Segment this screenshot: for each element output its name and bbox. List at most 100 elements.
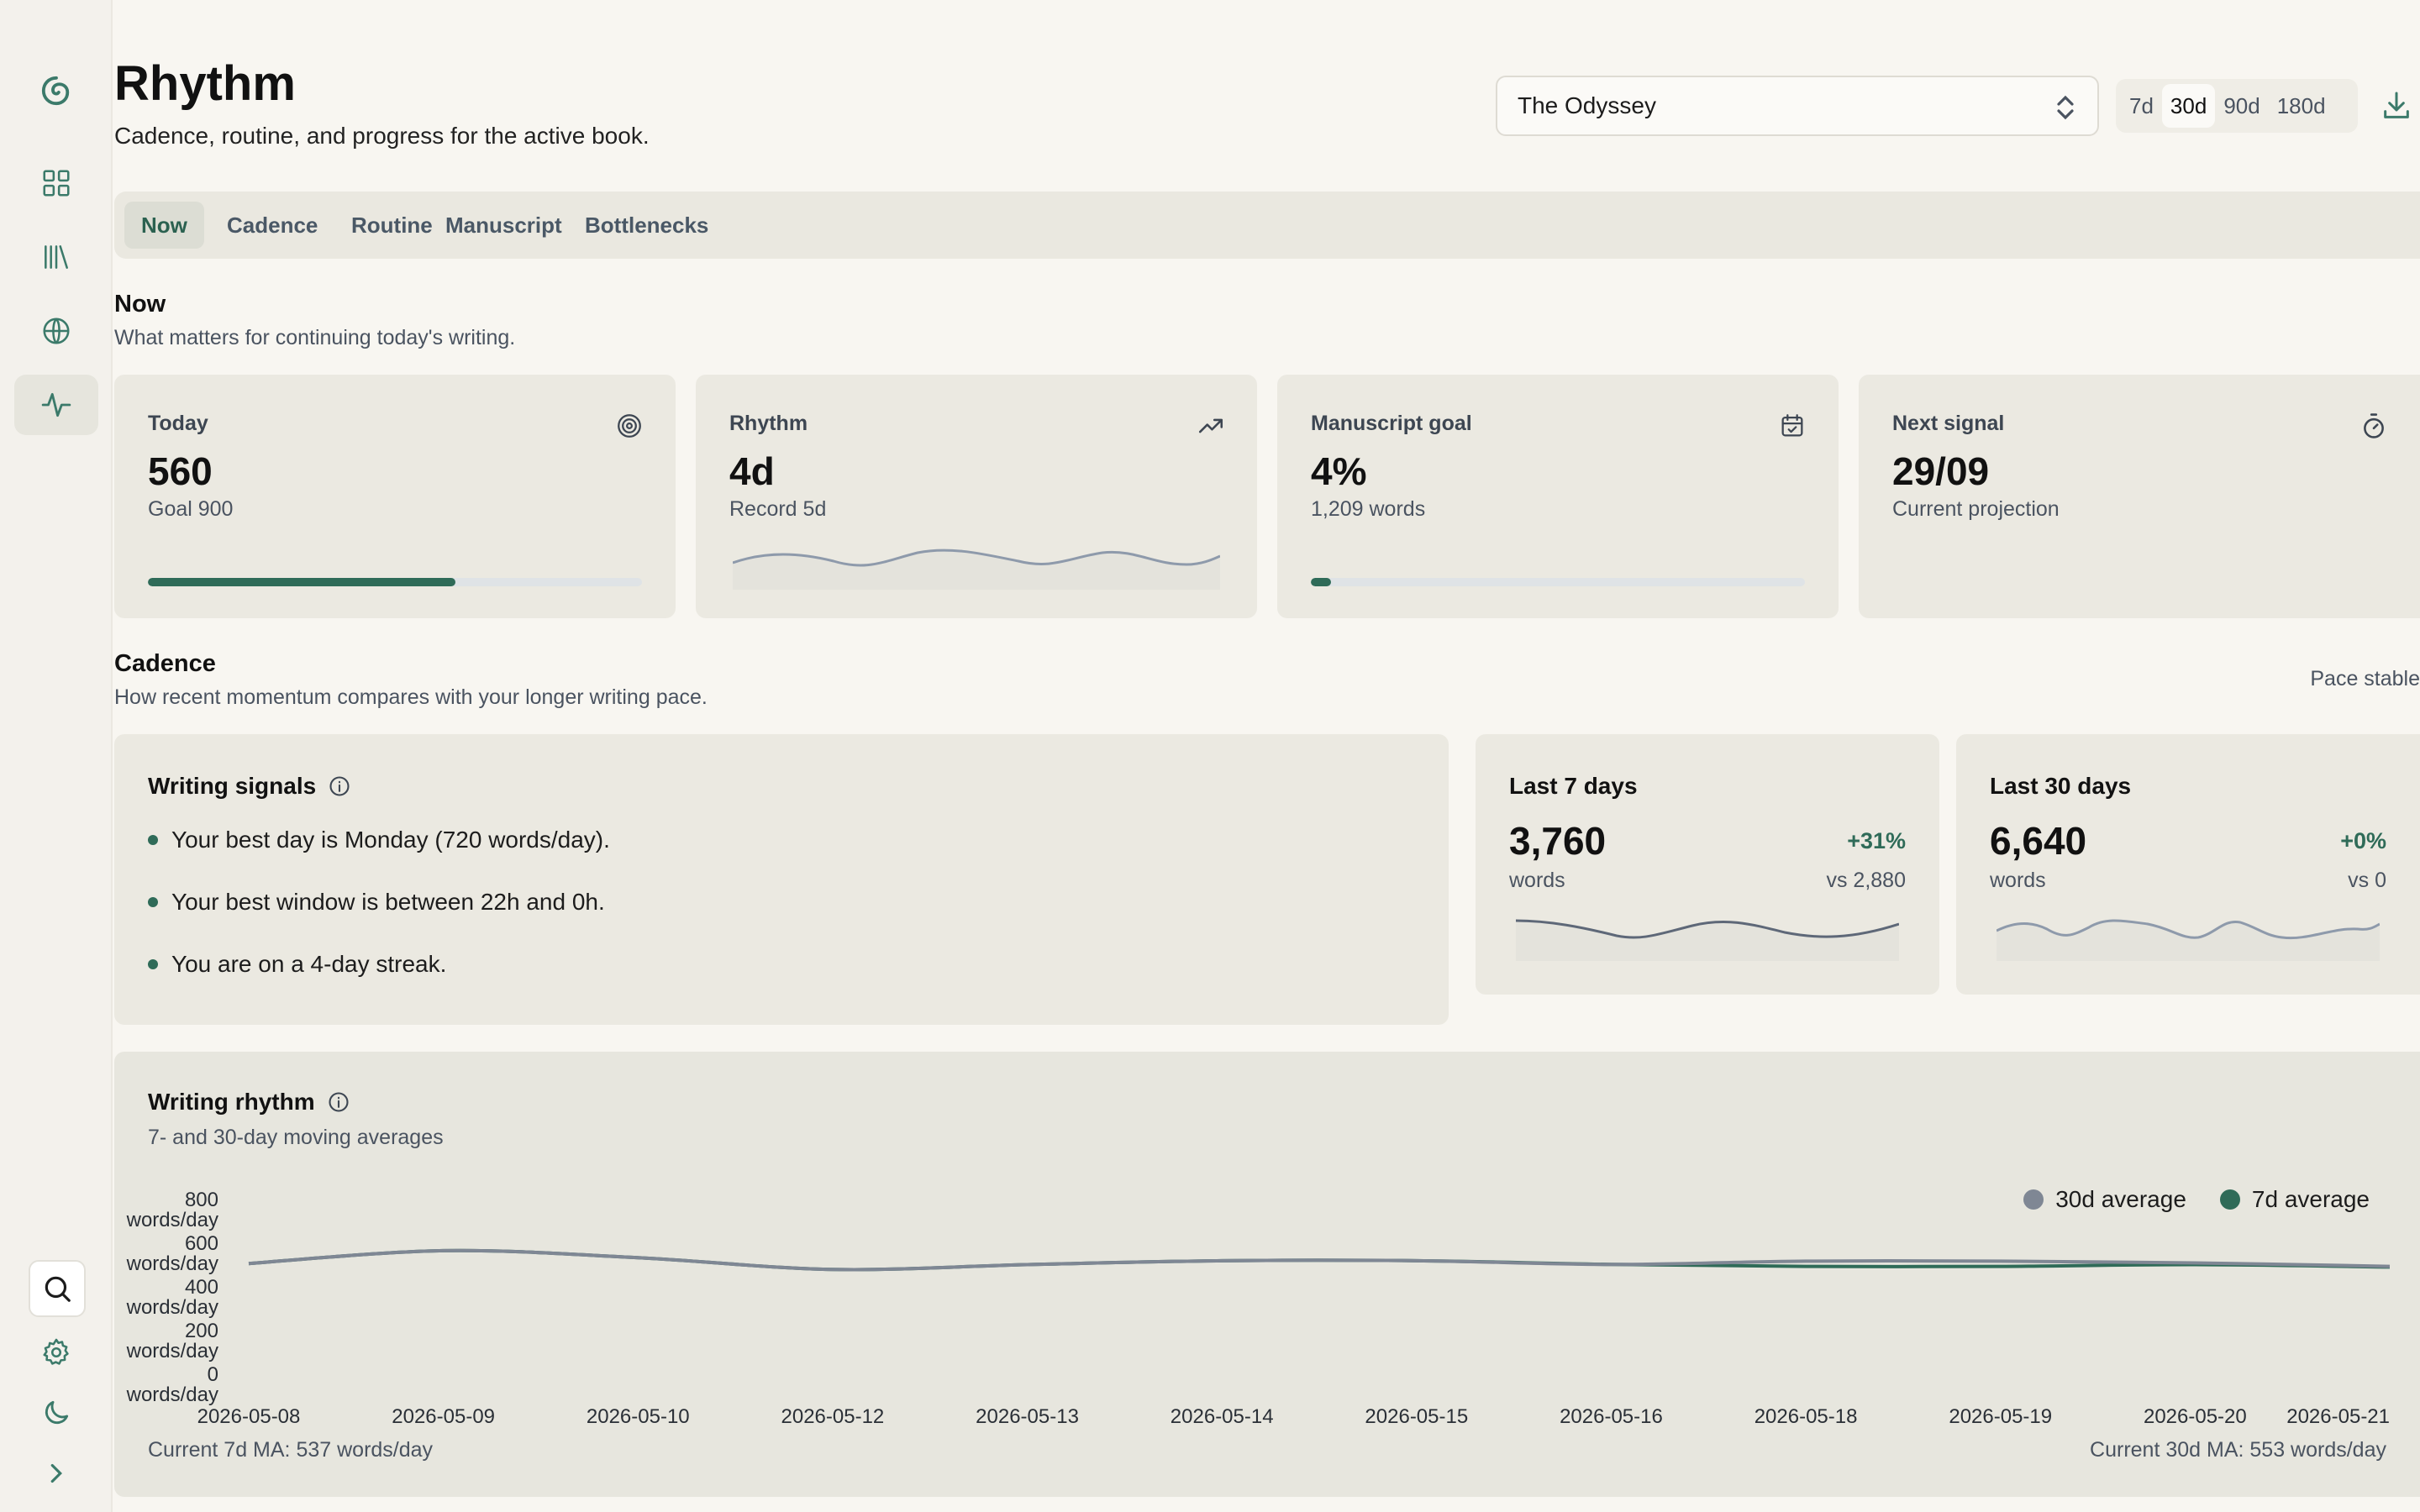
next-signal-card: Next signal 29/09 Current projection [1859,375,2420,618]
writing-rhythm-chart-card: 0 words/day 200 words/day 400 words/day 600 wor… [114,1052,2420,1497]
period-change: +31% [1847,828,1906,853]
globe-icon[interactable] [14,301,98,361]
legend-item-30d[interactable]: 30d average [2023,1186,2186,1213]
rhythm-sparkline [733,549,1220,590]
page-title: Rhythm [114,56,296,111]
manuscript-progress-fill [1311,578,1331,586]
series-line-30d[interactable] [248,1248,2391,1272]
last-30-days-card: Last 30 days 6,640 words +0% vs 0 [1956,734,2420,995]
x-tick-label: 2026-05-10 [587,1405,690,1428]
tab-now[interactable]: Now [124,202,204,249]
tab-cadence[interactable]: Cadence [227,212,318,238]
dashboard-grid-icon[interactable] [14,153,98,213]
card-label: Today [148,412,208,435]
legend-label: 30d average [2055,1186,2186,1212]
book-select-value: The Odyssey [1518,92,1656,118]
range-180d-button[interactable]: 180d [2276,92,2326,118]
pace-status: Pace stable [2310,667,2420,690]
period-change: +0% [2340,828,2386,853]
library-icon [45,245,68,269]
card-label: Next signal [1892,412,2005,435]
x-tick-label: 2026-05-18 [1754,1405,1858,1428]
legend-item-7d[interactable]: 7d average [2219,1186,2370,1213]
moon-icon[interactable] [14,1383,98,1443]
globe-icon [43,318,70,344]
today-card: Today 560 Goal 900 [114,375,676,618]
period-unit: words [1509,869,1565,892]
writing-signals-label: Writing signals [148,773,317,799]
legend-swatch [2023,1189,2044,1210]
period-value: 3,760 [1509,819,1607,863]
last-30-days-sparkline [1996,919,2380,961]
manuscript-progress-bar [1311,578,1805,586]
activity-icon[interactable] [14,375,98,435]
x-tick-label: 2026-05-08 [197,1405,301,1428]
period-title: Last 30 days [1990,773,2132,799]
card-meta: Goal 900 [148,497,234,521]
cadence-section-title: Cadence [114,650,216,677]
chevron-up-down-icon [2057,95,2074,120]
tab-bar: Now Cadence Routine Manuscript Bottlenec… [114,192,2420,259]
period-value: 6,640 [1990,819,2087,863]
tab-routine[interactable]: Routine [351,212,433,238]
card-meta: Current projection [1892,497,2060,521]
current-30d-ma: Current 30d MA: 553 words/day [2090,1438,2386,1462]
expand-sidebar-button[interactable] [14,1443,98,1504]
book-select[interactable]: The Odyssey [1496,76,2099,136]
gear-icon[interactable] [14,1322,98,1383]
card-value: 29/09 [1892,449,1990,493]
period-title: Last 7 days [1509,773,1638,799]
x-tick-label: 2026-05-14 [1171,1405,1274,1428]
now-section-title: Now [114,291,166,318]
y-tick-label: 400 words/day [126,1276,218,1319]
x-tick-label: 2026-05-16 [1560,1405,1663,1428]
card-label: Rhythm [729,412,808,435]
today-progress-fill [148,578,455,586]
y-tick-label: 800 words/day [126,1189,218,1231]
chart-subtitle: 7- and 30-day moving averages [148,1126,444,1149]
rhythm-card: Rhythm 4d Record 5d [696,375,1257,618]
bullet-dot [148,835,158,845]
manuscript-goal-card: Manuscript goal 4% 1,209 words [1277,375,1839,618]
legend-swatch [2219,1189,2240,1210]
range-90d-button[interactable]: 90d [2223,92,2260,118]
card-value: 4% [1311,449,1367,493]
x-tick-label: 2026-05-12 [781,1405,885,1428]
card-value: 560 [148,449,213,493]
download-icon[interactable] [2380,89,2413,123]
tab-manuscript[interactable]: Manuscript [445,212,562,238]
signal-item: Your best day is Monday (720 words/day). [148,827,610,853]
timer-icon [2364,413,2384,438]
today-progress-bar [148,578,642,586]
info-icon[interactable] [327,1090,350,1114]
signal-text: Your best day is Monday (720 words/day). [171,827,610,853]
range-7d-button[interactable]: 7d [2129,92,2154,118]
card-meta: Record 5d [729,497,827,521]
search-icon [45,1276,71,1302]
card-meta: 1,209 words [1311,497,1426,521]
period-unit: words [1990,869,2046,892]
dashboard-grid-icon [43,170,70,197]
range-selector: 7d 30d 90d 180d [2116,79,2358,133]
tab-bottlenecks[interactable]: Bottlenecks [585,212,709,238]
library-icon[interactable] [14,227,98,287]
signal-item: Your best window is between 22h and 0h. [148,889,605,916]
y-tick-label: 0 words/day [126,1363,218,1406]
bullet-dot [148,959,158,969]
logo-icon[interactable] [14,60,98,121]
now-section-subtitle: What matters for continuing today's writ… [114,326,516,349]
x-tick-label: 2026-05-19 [1949,1405,2052,1428]
y-tick-label: 200 words/day [126,1320,218,1362]
x-tick-label: 2026-05-20 [2144,1405,2247,1428]
range-30d-button[interactable]: 30d [2161,84,2216,128]
search-button[interactable] [29,1260,86,1317]
info-icon[interactable] [328,774,351,798]
signal-text: You are on a 4-day streak. [171,951,447,977]
chart-title: Writing rhythm [148,1089,350,1116]
target-icon [618,414,641,438]
x-tick-label: 2026-05-15 [1365,1405,1468,1428]
x-tick-label: 2026-05-09 [392,1405,495,1428]
bullet-dot [148,897,158,907]
writing-signals-card: Writing signals Your best day is Monday … [114,734,1449,1025]
